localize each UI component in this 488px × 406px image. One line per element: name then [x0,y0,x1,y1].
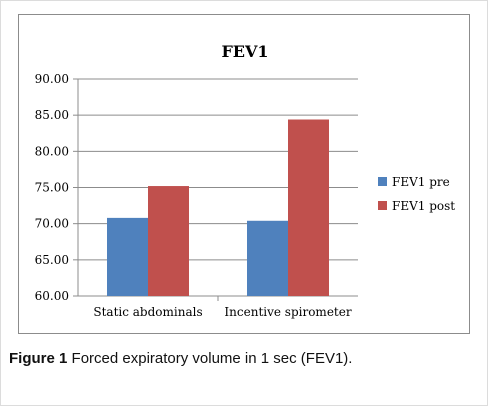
y-tick-label: 90.00 [35,72,69,86]
x-category-label: Static abdominals [93,305,202,319]
figure-caption: Figure 1 Forced expiratory volume in 1 s… [9,350,479,367]
bar-pre [107,217,148,296]
legend-label: FEV1 pre [392,175,450,189]
figure-number: Figure 1 [9,350,68,367]
y-tick-label: 85.00 [35,108,69,122]
legend-label: FEV1 post [392,199,455,213]
bar-post [288,119,329,296]
y-tick-label: 75.00 [35,181,69,195]
caption-text: Forced expiratory volume in 1 sec (FEV1)… [71,350,353,367]
y-tick-label: 80.00 [35,144,69,158]
y-tick-label: 65.00 [35,253,69,267]
y-tick-label: 70.00 [35,217,69,231]
chart-area: FEV1 60.00 65.00 70.00 75.00 80.00 85.00 90.00 S… [18,14,470,334]
y-tick-label: 60.00 [35,289,69,303]
bar-post [148,186,189,296]
chart-title: FEV1 [221,42,268,61]
bar-pre [247,220,288,296]
x-category-label: Incentive spirometer [224,305,351,319]
legend-swatch [378,201,387,210]
bar-chart: FEV1 60.00 65.00 70.00 75.00 80.00 85.00 90.00 S… [35,42,456,319]
legend-swatch [378,177,387,186]
